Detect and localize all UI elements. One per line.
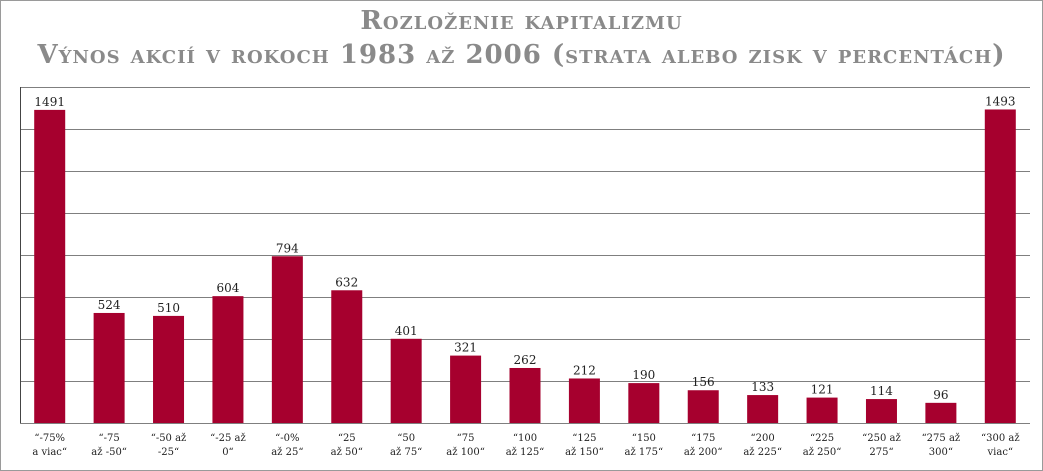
value-label: 794: [276, 241, 299, 255]
value-label: 156: [692, 375, 715, 389]
bar: [390, 338, 422, 423]
category-label: “100: [513, 433, 537, 444]
category-label: “125: [572, 433, 596, 444]
chart-subtitle: Výnos akcií v rokoch 1983 až 2006 (strat…: [37, 40, 1006, 70]
bar: [984, 109, 1016, 423]
category-label: “-50 až: [151, 433, 187, 444]
category-label: “200: [751, 433, 775, 444]
category-label: až 225“: [743, 447, 782, 458]
bar: [865, 399, 897, 423]
category-label: “150: [632, 433, 656, 444]
bar: [687, 390, 719, 423]
value-label: 96: [933, 388, 948, 402]
category-label: “-25 až: [210, 433, 246, 444]
bar: [212, 296, 244, 423]
category-label: až 125“: [506, 447, 545, 458]
value-label: 321: [454, 341, 477, 355]
value-label: 133: [751, 380, 774, 394]
category-label: “-0%: [275, 433, 299, 444]
category-label: “225: [810, 433, 834, 444]
bar: [747, 395, 779, 423]
value-label: 401: [395, 324, 418, 338]
bar: [271, 256, 303, 423]
category-label: viac“: [987, 447, 1014, 458]
category-label: “300 až: [981, 433, 1020, 444]
bar: [806, 397, 838, 423]
category-label: “25: [338, 433, 356, 444]
value-label: 510: [157, 301, 180, 315]
category-label: “275 až: [922, 433, 961, 444]
category-label: -25“: [158, 447, 179, 458]
chart-title: Rozloženie kapitalizmu: [360, 6, 683, 36]
value-label: 1493: [985, 94, 1016, 108]
category-label: “50: [397, 433, 415, 444]
bar: [450, 355, 482, 423]
bar: [568, 378, 600, 423]
category-label: až 200“: [684, 447, 723, 458]
category-label: “250 až: [862, 433, 901, 444]
bar: [925, 402, 957, 423]
category-label: 0“: [222, 447, 233, 458]
category-label: až 150“: [565, 447, 604, 458]
value-label: 212: [573, 363, 596, 377]
category-label: až 75“: [390, 447, 422, 458]
value-label: 524: [98, 298, 121, 312]
bar: [153, 315, 185, 423]
value-label: 262: [514, 353, 537, 367]
category-label: až 175“: [625, 447, 664, 458]
category-label: a viac“: [32, 447, 67, 458]
bar: [331, 290, 363, 423]
category-label: až -50“: [91, 447, 127, 458]
value-label: 190: [632, 368, 655, 382]
bar: [628, 383, 660, 423]
value-label: 114: [870, 384, 893, 398]
value-label: 604: [216, 281, 239, 295]
category-label: “-75%: [34, 433, 65, 444]
bar: [93, 312, 125, 423]
value-label: 632: [335, 275, 358, 289]
value-label: 121: [811, 383, 834, 397]
category-label: “75: [457, 433, 475, 444]
category-label: až 50“: [331, 447, 363, 458]
bar: [34, 109, 66, 423]
category-label: až 250“: [803, 447, 842, 458]
category-label: 275“: [869, 447, 893, 458]
bar: [509, 367, 541, 423]
category-label: “175: [691, 433, 715, 444]
category-label: až 25“: [271, 447, 303, 458]
category-label: 300“: [929, 447, 953, 458]
category-label: “-75: [99, 433, 120, 444]
value-label: 1491: [34, 95, 65, 109]
category-label: až 100“: [446, 447, 485, 458]
